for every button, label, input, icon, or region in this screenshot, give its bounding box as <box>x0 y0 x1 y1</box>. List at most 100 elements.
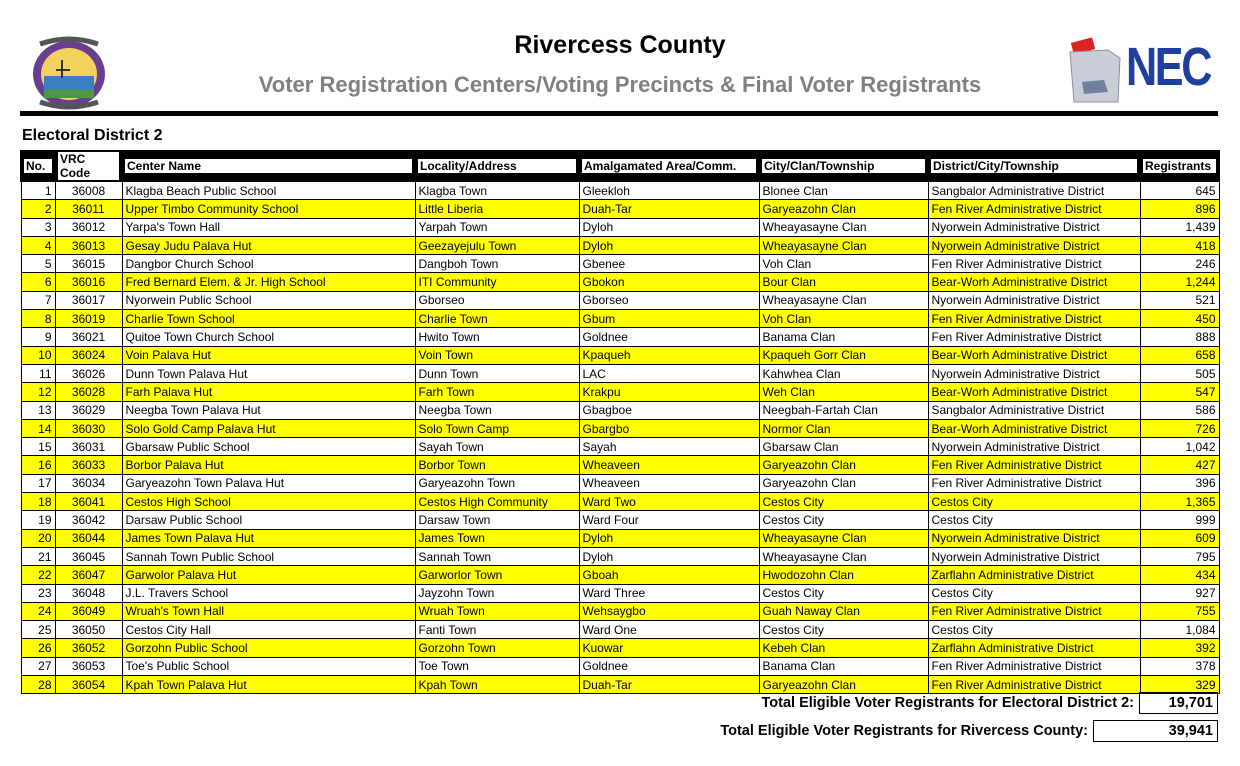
table-row: 18 36041 Cestos High School Cestos High Com… <box>20 492 1220 512</box>
column-header-label: VRC Code <box>58 152 119 180</box>
cell-district: Fen River Administrative District <box>927 199 1141 219</box>
cell-no: 28 <box>20 675 56 695</box>
cell-no: 20 <box>20 528 56 548</box>
cell-no: 18 <box>20 492 56 512</box>
cell-city-clan: Garyeazohn Clan <box>758 675 929 695</box>
cell-amalgamated-area: Gbargbo <box>578 418 760 439</box>
cell-district: Fen River Administrative District <box>927 309 1141 329</box>
cell-district: Cestos City <box>927 492 1141 512</box>
column-header-district: District/City/Township <box>927 150 1141 182</box>
cell-amalgamated-area: Wheaveen <box>578 473 760 494</box>
cell-center-name: Fred Bernard Elem. & Jr. High School <box>121 272 416 292</box>
cell-center-name: Solo Gold Camp Palava Hut <box>121 418 416 439</box>
cell-city-clan: Hwodozohn Clan <box>758 565 929 585</box>
cell-vrc-code: 36019 <box>54 309 123 329</box>
cell-no: 22 <box>20 565 56 585</box>
table-row: 21 36045 Sannah Town Public School Sannah T… <box>20 546 1220 567</box>
cell-amalgamated-area: Wheaveen <box>578 455 760 475</box>
district-total-label: Total Eligible Voter Registrants for Ele… <box>761 695 1134 711</box>
cell-amalgamated-area: Kpaqueh <box>578 345 760 365</box>
cell-registrants: 246 <box>1139 254 1220 274</box>
cell-center-name: Quitoe Town Church School <box>121 327 416 347</box>
cell-city-clan: Kahwhea Clan <box>758 363 929 384</box>
table-row: 20 36044 James Town Palava Hut James Town Dy… <box>20 528 1220 548</box>
cell-city-clan: Wheayasayne Clan <box>758 528 929 548</box>
cell-registrants: 896 <box>1139 199 1220 219</box>
cell-no: 6 <box>20 272 56 292</box>
cell-city-clan: Guah Naway Clan <box>758 601 929 622</box>
cell-amalgamated-area: Ward One <box>578 620 760 640</box>
cell-registrants: 378 <box>1139 656 1220 677</box>
column-header-city-clan: City/Clan/Township <box>758 150 929 182</box>
page-subtitle: Voter Registration Centers/Voting Precin… <box>258 72 982 97</box>
column-header-label: Registrants <box>1143 159 1216 173</box>
cell-vrc-code: 36008 <box>54 180 123 201</box>
cell-no: 13 <box>20 400 56 420</box>
cell-city-clan: Kpaqueh Gorr Clan <box>758 345 929 365</box>
cell-amalgamated-area: Ward Three <box>578 583 760 603</box>
table-row: 2 36011 Upper Timbo Community School Little… <box>20 199 1220 219</box>
cell-center-name: Garyeazohn Town Palava Hut <box>121 473 416 494</box>
cell-locality: Dangboh Town <box>414 254 580 274</box>
cell-vrc-code: 36029 <box>54 400 123 420</box>
cell-locality: Neegba Town <box>414 400 580 420</box>
cell-district: Fen River Administrative District <box>927 473 1141 494</box>
cell-center-name: Sannah Town Public School <box>121 546 416 567</box>
cell-no: 9 <box>20 327 56 347</box>
cell-registrants: 329 <box>1139 675 1220 695</box>
cell-no: 26 <box>20 638 56 658</box>
cell-center-name: Nyorwein Public School <box>121 290 416 311</box>
cell-locality: Hwito Town <box>414 327 580 347</box>
cell-registrants: 586 <box>1139 400 1220 420</box>
cell-district: Fen River Administrative District <box>927 656 1141 677</box>
table-row: 8 36019 Charlie Town School Charlie Town Gbu… <box>20 309 1220 329</box>
cell-no: 23 <box>20 583 56 603</box>
cell-district: Fen River Administrative District <box>927 254 1141 274</box>
cell-center-name: Darsaw Public School <box>121 510 416 530</box>
cell-vrc-code: 36026 <box>54 363 123 384</box>
cell-amalgamated-area: Gbagboe <box>578 400 760 420</box>
cell-registrants: 888 <box>1139 327 1220 347</box>
cell-vrc-code: 36047 <box>54 565 123 585</box>
cell-amalgamated-area: Goldnee <box>578 327 760 347</box>
cell-vrc-code: 36041 <box>54 492 123 512</box>
cell-vrc-code: 36042 <box>54 510 123 530</box>
cell-no: 5 <box>20 254 56 274</box>
cell-locality: Voin Town <box>414 345 580 365</box>
cell-locality: Gorzohn Town <box>414 638 580 658</box>
cell-registrants: 1,042 <box>1139 437 1220 457</box>
cell-locality: Sayah Town <box>414 437 580 457</box>
cell-city-clan: Banama Clan <box>758 327 929 347</box>
table-row: 19 36042 Darsaw Public School Darsaw Town Wa… <box>20 510 1220 530</box>
cell-city-clan: Wheayasayne Clan <box>758 546 929 567</box>
cell-center-name: J.L. Travers School <box>121 583 416 603</box>
cell-registrants: 1,244 <box>1139 272 1220 292</box>
column-header-locality: Locality/Address <box>414 150 580 182</box>
cell-district: Zarflahn Administrative District <box>927 565 1141 585</box>
table-row: 3 36012 Yarpa's Town Hall Yarpah Town Dyloh W… <box>20 217 1220 237</box>
table-row: 14 36030 Solo Gold Camp Palava Hut Solo Tow… <box>20 418 1220 439</box>
cell-registrants: 999 <box>1139 510 1220 530</box>
cell-district: Sangbalor Administrative District <box>927 400 1141 420</box>
cell-locality: Solo Town Camp <box>414 418 580 439</box>
cell-amalgamated-area: Gbenee <box>578 254 760 274</box>
cell-no: 21 <box>20 546 56 567</box>
cell-locality: Garworlor Town <box>414 565 580 585</box>
cell-registrants: 505 <box>1139 363 1220 384</box>
cell-locality: Dunn Town <box>414 363 580 384</box>
cell-vrc-code: 36012 <box>54 217 123 237</box>
cell-registrants: 1,365 <box>1139 492 1220 512</box>
cell-center-name: Toe's Public School <box>121 656 416 677</box>
cell-vrc-code: 36053 <box>54 656 123 677</box>
county-total-label: Total Eligible Voter Registrants for Riv… <box>720 723 1088 739</box>
cell-center-name: James Town Palava Hut <box>121 528 416 548</box>
cell-no: 27 <box>20 656 56 677</box>
cell-registrants: 726 <box>1139 418 1220 439</box>
cell-registrants: 418 <box>1139 235 1220 256</box>
cell-amalgamated-area: Dyloh <box>578 528 760 548</box>
cell-center-name: Gorzohn Public School <box>121 638 416 658</box>
cell-city-clan: Wheayasayne Clan <box>758 217 929 237</box>
table-row: 1 36008 Klagba Beach Public School Klagba T… <box>20 180 1220 201</box>
cell-locality: Darsaw Town <box>414 510 580 530</box>
cell-vrc-code: 36050 <box>54 620 123 640</box>
